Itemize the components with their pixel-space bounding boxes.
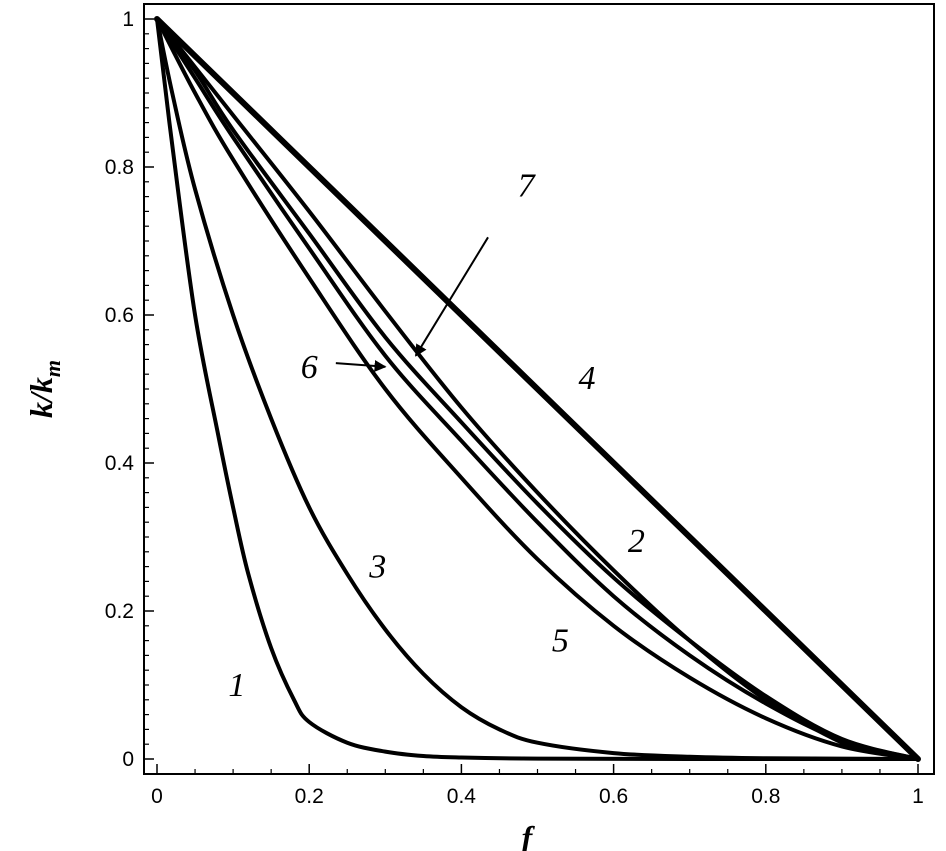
y-axis-title: k/km: [23, 360, 65, 418]
labels-layer: 1 2 3 4 5 6 7: [228, 168, 645, 704]
annotation-arrow: [335, 360, 387, 372]
curve-label-1: 1: [228, 667, 245, 704]
curve-7: [155, 17, 920, 761]
x-tick-label: 0.4: [447, 785, 477, 808]
curve-label-4: 4: [578, 360, 595, 397]
x-axis-title: f: [522, 819, 536, 851]
y-tick-label: 0: [122, 748, 134, 771]
y-tick-label: 1: [122, 8, 134, 31]
curve-label-5: 5: [552, 623, 569, 660]
curve-label-7: 7: [518, 168, 537, 205]
arrows-layer: [335, 236, 489, 372]
x-tick-label: 0.6: [599, 785, 628, 808]
curve-1: [155, 17, 920, 762]
ticks-layer: 0 0.2 0.4 0.6 0.8 1 0 0.2 0.4 0.6 0.8 1: [105, 8, 924, 808]
x-tick-label: 0.2: [295, 785, 324, 808]
curves-layer: [154, 16, 921, 762]
curve-label-2: 2: [628, 523, 645, 560]
y-tick-label: 0.8: [105, 156, 134, 179]
y-tick-label: 0.4: [105, 452, 135, 475]
x-tick-label: 0.8: [751, 785, 780, 808]
curve-6: [155, 17, 920, 761]
y-axis-title-base: k/k: [23, 377, 59, 418]
y-tick-label: 0.2: [105, 600, 134, 623]
x-tick-label: 0: [151, 785, 163, 808]
curve-label-6: 6: [301, 349, 318, 386]
curve-label-3: 3: [368, 549, 386, 586]
y-axis-title-sub: m: [40, 360, 65, 377]
curve-5: [155, 17, 920, 761]
x-tick-label: 1: [912, 785, 924, 808]
annotation-arrow: [414, 236, 489, 357]
y-tick-label: 0.6: [105, 304, 134, 327]
curve-4: [154, 16, 921, 762]
curve-3: [155, 17, 920, 761]
